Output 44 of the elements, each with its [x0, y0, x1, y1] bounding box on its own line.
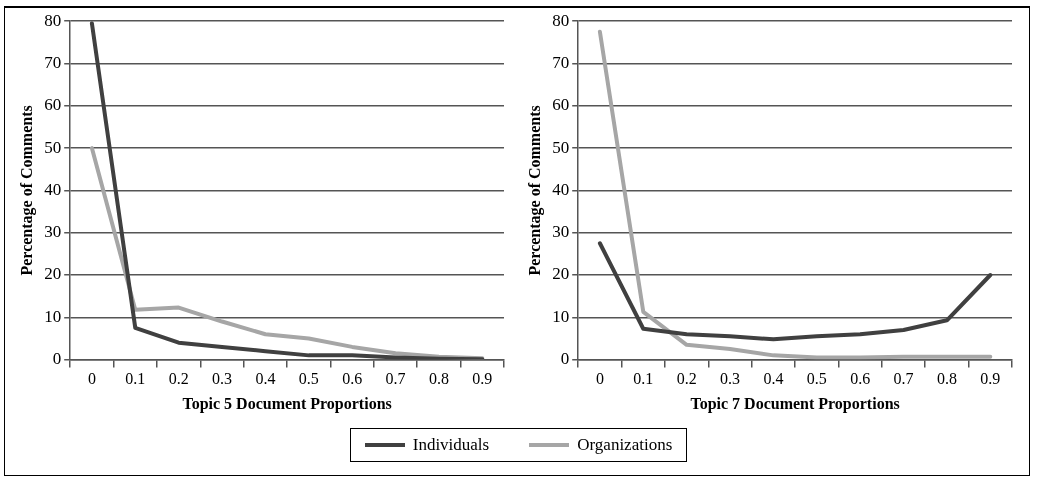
y-tick-label: 80: [552, 10, 570, 30]
legend-label: Organizations: [577, 435, 673, 455]
x-tick-label: 0.8: [428, 370, 449, 388]
y-tick-label: 50: [44, 137, 62, 157]
y-tick-label: 70: [552, 52, 570, 72]
x-tick-label: 0.7: [893, 370, 914, 388]
y-tick-label: 50: [552, 137, 570, 157]
y-axis-title: Percentage of Comments: [17, 105, 36, 276]
x-tick-label: 0.6: [850, 370, 871, 388]
x-tick-label: 0.4: [255, 370, 276, 388]
legend-label: Individuals: [412, 435, 490, 455]
y-tick-label: 40: [552, 179, 570, 199]
y-tick-label: 80: [44, 10, 62, 30]
x-tick-label: 0.1: [125, 370, 146, 388]
x-tick-label: 0.6: [342, 370, 363, 388]
x-tick-label: 0.5: [806, 370, 827, 388]
x-axis-title: Topic 5 Document Proportions: [182, 394, 392, 413]
y-tick-label: 30: [552, 222, 570, 242]
x-tick-label: 0.2: [168, 370, 189, 388]
y-tick-label: 20: [44, 264, 62, 284]
y-tick-label: 40: [44, 179, 62, 199]
x-tick-label: 0.5: [298, 370, 319, 388]
x-tick-label: 0: [87, 370, 96, 388]
y-tick-label: 30: [44, 222, 62, 242]
y-tick-label: 0: [52, 349, 62, 369]
y-tick-label: 0: [560, 349, 570, 369]
y-axis-title: Percentage of Comments: [525, 105, 544, 276]
x-tick-label: 0: [595, 370, 604, 388]
x-tick-label: 0.8: [936, 370, 957, 388]
y-tick-label: 10: [44, 306, 62, 326]
x-tick-label: 0.2: [676, 370, 697, 388]
x-tick-label: 0.9: [472, 370, 493, 388]
y-tick-label: 20: [552, 264, 570, 284]
y-tick-label: 60: [552, 95, 570, 115]
y-tick-label: 10: [552, 306, 570, 326]
y-tick-label: 70: [44, 52, 62, 72]
x-axis-title: Topic 7 Document Proportions: [690, 394, 900, 413]
x-tick-label: 0.1: [633, 370, 654, 388]
x-tick-label: 0.4: [763, 370, 784, 388]
y-tick-label: 60: [44, 95, 62, 115]
x-tick-label: 0.9: [980, 370, 1001, 388]
x-tick-label: 0.3: [720, 370, 741, 388]
x-tick-label: 0.3: [212, 370, 233, 388]
x-tick-label: 0.7: [385, 370, 406, 388]
